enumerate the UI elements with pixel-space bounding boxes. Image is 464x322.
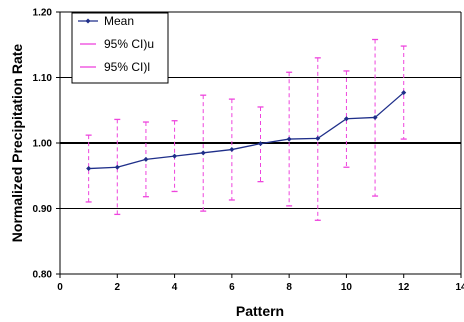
y-tick-label: 1.10	[33, 73, 53, 84]
x-tick-labels: 0 2 4 6 8 10 12 14	[57, 274, 464, 293]
mean-series-line	[88, 92, 405, 170]
mean-point	[258, 141, 263, 147]
x-tick-label: 14	[455, 282, 464, 293]
mean-point	[286, 136, 292, 142]
legend-ci-lower-label: 95% CI)l	[104, 60, 150, 74]
x-tick-label: 12	[398, 282, 410, 293]
mean-point	[401, 90, 407, 96]
x-tick-label: 0	[57, 282, 63, 293]
legend-box	[71, 12, 169, 84]
mean-point	[200, 150, 206, 156]
mean-point	[86, 166, 92, 172]
mean-point	[172, 153, 178, 159]
x-tick-label: 2	[115, 282, 121, 293]
x-tick-label: 4	[172, 282, 178, 293]
mean-series-points	[86, 90, 407, 172]
x-tick-label: 8	[286, 282, 292, 293]
legend: Mean 95% CI)u 95% CI)l	[71, 12, 169, 84]
x-tick-label: 10	[341, 282, 353, 293]
y-tick-label: 1.00	[33, 139, 53, 150]
mean-point	[372, 114, 378, 120]
x-axis-title: Pattern	[236, 303, 284, 319]
mean-point	[343, 116, 349, 122]
mean-point	[229, 147, 235, 153]
legend-ci-upper-label: 95% CI)u	[104, 37, 154, 51]
x-tick-label: 6	[229, 282, 235, 293]
mean-point	[143, 156, 149, 162]
y-axis-title: Normalized Precipitation Rate	[9, 44, 25, 243]
y-tick-label: 0.90	[33, 204, 53, 215]
legend-mean-marker	[85, 18, 91, 24]
legend-mean-label: Mean	[104, 14, 134, 28]
y-tick-label: 0.80	[33, 270, 53, 281]
y-tick-label: 1.20	[33, 8, 53, 19]
mean-point	[114, 164, 120, 170]
y-tick-labels: 0.80 0.90 1.00 1.10 1.20	[33, 8, 60, 281]
mean-point	[315, 135, 321, 141]
